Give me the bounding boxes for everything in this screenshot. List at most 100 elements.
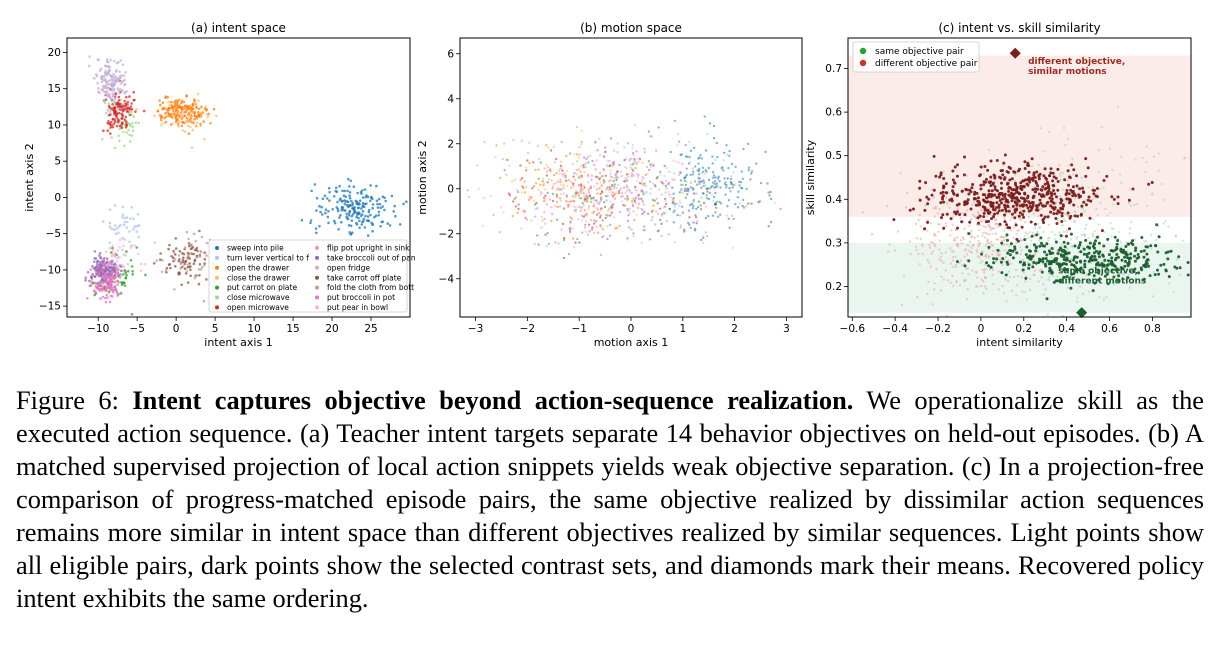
panel-a-point <box>181 121 184 124</box>
panel-b-point <box>587 205 591 208</box>
panel-c-dark-point <box>997 205 1001 209</box>
panel-a-point <box>137 224 140 227</box>
panel-c-light-point <box>951 256 955 259</box>
panel-a-point <box>341 200 344 203</box>
panel-b-point <box>562 207 566 210</box>
panel-c-dark-point <box>1039 236 1043 240</box>
panel-c-light-point <box>940 252 943 255</box>
panel-b-point <box>608 165 611 168</box>
panel-a-point <box>105 65 109 68</box>
panel-c-dark-point <box>1002 177 1006 181</box>
panel-c-dark-point <box>1097 241 1101 245</box>
panel-a-point <box>381 205 385 208</box>
panel-a-point <box>133 225 136 229</box>
panel-a-point <box>123 82 127 86</box>
panel-a-point <box>117 95 121 99</box>
panel-c-xtick-label: 0 <box>978 323 985 335</box>
panel-b-point <box>519 164 522 167</box>
panel-b-point <box>572 246 576 249</box>
panel-c-dark-point <box>1050 194 1054 198</box>
panel-a-point <box>167 100 170 104</box>
caption-title: Intent captures objective beyond action-… <box>132 385 854 415</box>
panel-c-light-point <box>1070 245 1074 248</box>
panel-b-point <box>620 174 623 178</box>
panel-a-point <box>108 96 112 99</box>
panel-c-dark-point <box>985 177 988 181</box>
panel-c-dark-point <box>941 194 945 198</box>
panel-a-point <box>98 69 102 73</box>
panel-c-dark-point <box>1154 244 1158 248</box>
panel-c-light-point <box>985 253 988 256</box>
panel-b-point <box>696 219 699 223</box>
panel-a-point <box>172 251 176 255</box>
panel-c-light-point <box>1062 235 1065 238</box>
panel-a-point <box>118 246 121 249</box>
panel-c-annotation: different motions <box>1058 276 1146 286</box>
panel-b-point <box>612 216 616 219</box>
panel-c-dark-point <box>1126 276 1130 280</box>
panel-a-point <box>124 276 128 280</box>
panel-c-dark-point <box>942 226 946 230</box>
panel-c-light-point <box>996 225 999 228</box>
panel-a-point <box>104 78 107 81</box>
panel-a-point <box>120 281 123 284</box>
panel-a-point <box>361 201 365 205</box>
panel-c-dark-point <box>1082 252 1086 256</box>
panel-c-dark-point <box>1010 199 1014 203</box>
panel-c-dark-point <box>972 197 976 201</box>
panel-c-dark-point <box>1011 188 1014 192</box>
panel-a-point <box>119 273 122 276</box>
panel-c-dark-point <box>1079 260 1083 264</box>
panel-a-point <box>347 224 351 227</box>
panel-c-dark-point <box>1061 207 1065 211</box>
panel-c-light-point <box>893 249 896 252</box>
panel-c-light-point <box>1012 275 1016 278</box>
panel-b-point <box>571 181 574 184</box>
panel-a-point <box>191 128 195 132</box>
panel-b-point <box>578 241 581 244</box>
panel-b-point <box>681 211 685 214</box>
panel-b-point <box>643 225 646 228</box>
panel-b-point <box>600 190 604 193</box>
panel-c-dark-point <box>978 203 982 207</box>
panel-a-point <box>107 267 110 270</box>
panel-c-light-point <box>906 191 909 195</box>
panel-b-point <box>622 186 626 189</box>
panel-b-point <box>688 216 691 219</box>
panel-c-dark-point <box>1063 267 1067 271</box>
panel-c-light-point <box>915 248 918 252</box>
panel-a-point <box>116 105 120 109</box>
panel-a-point <box>142 109 146 113</box>
panel-c-light-point <box>1037 215 1040 218</box>
panel-a-point <box>190 243 193 247</box>
panel-c-dark-point <box>1105 264 1109 267</box>
panel-c-dark-point <box>993 208 997 212</box>
panel-a-point <box>189 251 193 255</box>
panel-c-dark-point <box>993 188 997 191</box>
panel-b-point <box>681 162 684 166</box>
panel-a-point <box>313 183 317 186</box>
panel-a-point <box>342 194 346 197</box>
panel-a-point <box>130 265 134 268</box>
panel-a-point <box>98 281 101 285</box>
panel-a-point <box>194 125 198 128</box>
panel-c-dark-point <box>1071 185 1075 189</box>
panel-c-dark-point <box>1186 261 1190 264</box>
panel-a-point <box>114 79 118 83</box>
panel-a-point <box>346 189 349 193</box>
panel-a-point <box>135 246 139 249</box>
panel-c-light-point <box>1129 204 1133 207</box>
panel-c-light-point <box>1042 293 1046 296</box>
panel-a-point <box>354 199 358 203</box>
legend-label: close microwave <box>227 293 290 302</box>
panel-a-point <box>106 286 109 289</box>
panel-c: (c) intent vs. skill similarity differen… <box>804 21 1192 349</box>
panel-c-light-point <box>1023 221 1027 224</box>
panel-c-frame <box>847 37 1192 318</box>
panel-c-dark-point <box>1073 244 1077 248</box>
panel-a-point <box>104 300 108 304</box>
panel-a-point <box>185 94 188 97</box>
panel-c-light-point <box>1176 258 1179 261</box>
legend-label: put broccoli in pot <box>327 293 395 302</box>
